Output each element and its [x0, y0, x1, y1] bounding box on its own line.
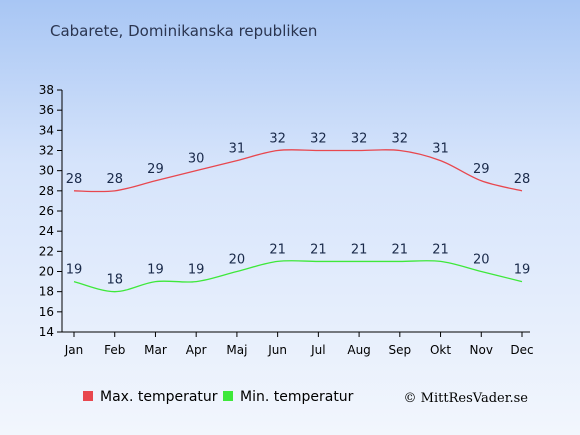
data-label: 19: [188, 263, 205, 278]
data-label: 18: [106, 273, 123, 288]
x-tick-label: Jul: [310, 343, 325, 357]
y-tick-label: 22: [39, 244, 54, 258]
data-label: 28: [106, 172, 123, 187]
data-label: 29: [147, 162, 164, 177]
x-tick-label: Apr: [186, 343, 207, 357]
data-label: 28: [66, 172, 83, 187]
y-tick-label: 26: [39, 204, 54, 218]
x-tick-label: Dec: [510, 343, 533, 357]
data-label: 19: [66, 263, 83, 278]
legend-label-max: Max. temperatur: [100, 389, 218, 405]
data-label: 32: [269, 132, 286, 147]
y-tick-label: 34: [39, 123, 54, 137]
x-tick-label: Mar: [144, 343, 167, 357]
data-label: 19: [147, 263, 164, 278]
data-label: 32: [351, 132, 368, 147]
chart-title: Cabarete, Dominikanska republiken: [50, 22, 317, 40]
y-tick-label: 16: [39, 305, 54, 319]
legend-label-min: Min. temperatur: [240, 389, 354, 405]
data-label: 21: [392, 242, 409, 257]
x-tick-label: Okt: [430, 343, 451, 357]
x-tick-label: Maj: [226, 343, 247, 357]
y-tick-label: 38: [39, 83, 54, 97]
x-tick-label: Aug: [347, 343, 370, 357]
y-tick-label: 32: [39, 144, 54, 158]
data-label: 21: [269, 242, 286, 257]
legend-swatch-max: [83, 391, 93, 401]
legend-swatch-min: [223, 391, 233, 401]
x-tick-label: Sep: [389, 343, 412, 357]
data-label: 21: [310, 242, 327, 257]
data-label: 20: [229, 253, 246, 268]
axes: 14 16 18 20 22 24 26 28 30 32 34 36 38 Jan Feb Mar Apr Ma…: [39, 83, 534, 357]
data-label: 30: [188, 152, 205, 167]
data-label: 31: [229, 142, 246, 157]
data-label: 29: [473, 162, 490, 177]
x-tick-label: Feb: [104, 343, 125, 357]
data-label: 20: [473, 253, 490, 268]
y-tick-label: 14: [39, 325, 54, 339]
x-tick-label: Jan: [64, 343, 84, 357]
legend: Max. temperatur Min. temperatur: [83, 389, 354, 405]
y-tick-label: 18: [39, 285, 54, 299]
data-labels: 28 28 29 30 31 32 32 32 32 31 29 28 19 18 19 19 20 21 21 21…: [66, 132, 531, 288]
data-label: 28: [514, 172, 531, 187]
data-label: 31: [432, 142, 449, 157]
x-tick-label: Nov: [470, 343, 493, 357]
y-tick-label: 24: [39, 224, 54, 238]
credit-text: © MittResVader.se: [404, 391, 529, 406]
series-line-0: [73, 149, 523, 193]
data-label: 21: [351, 242, 368, 257]
x-tick-label: Jun: [267, 343, 287, 357]
series-line-1: [73, 260, 523, 293]
y-tick-label: 36: [39, 103, 54, 117]
data-label: 32: [310, 132, 327, 147]
data-label: 32: [392, 132, 409, 147]
y-tick-label: 20: [39, 265, 54, 279]
y-tick-label: 28: [39, 184, 54, 198]
series-lines: [73, 149, 523, 293]
data-label: 19: [514, 263, 531, 278]
data-label: 21: [432, 242, 449, 257]
y-tick-label: 30: [39, 164, 54, 178]
